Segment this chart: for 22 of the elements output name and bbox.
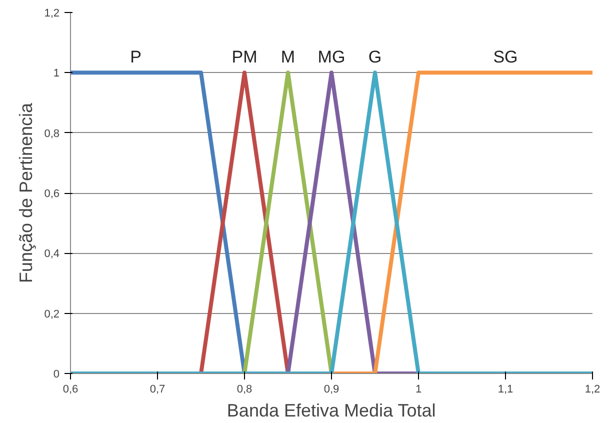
series-label: MG (318, 48, 346, 67)
series-label: M (280, 48, 296, 67)
y-tick-label: 1,2 (44, 8, 60, 20)
series-label: P (130, 48, 142, 67)
series-label: G (368, 48, 382, 67)
x-tick-label: 1,1 (498, 384, 514, 396)
x-axis-title: Banda Efetiva Media Total (226, 400, 436, 420)
y-tick-label: 0 (53, 368, 60, 380)
x-tick-label: 0,8 (236, 384, 252, 396)
x-tick-label: 0,7 (150, 384, 166, 396)
y-tick-label: 0,2 (44, 308, 60, 320)
series-label: PM (232, 48, 258, 67)
y-tick-label: 0,4 (44, 248, 60, 260)
x-tick-label: 1,2 (584, 384, 600, 396)
y-tick-label: 0,8 (44, 128, 60, 140)
x-tick-label: 1 (415, 384, 422, 396)
series-label: SG (493, 48, 518, 67)
x-tick-label: 0,9 (324, 384, 340, 396)
x-tick-label: 0,6 (62, 384, 78, 396)
y-tick-label: 0,6 (44, 188, 60, 200)
y-tick-label: 1 (53, 68, 60, 80)
y-axis-title: Função de Pertinencia (16, 102, 36, 284)
